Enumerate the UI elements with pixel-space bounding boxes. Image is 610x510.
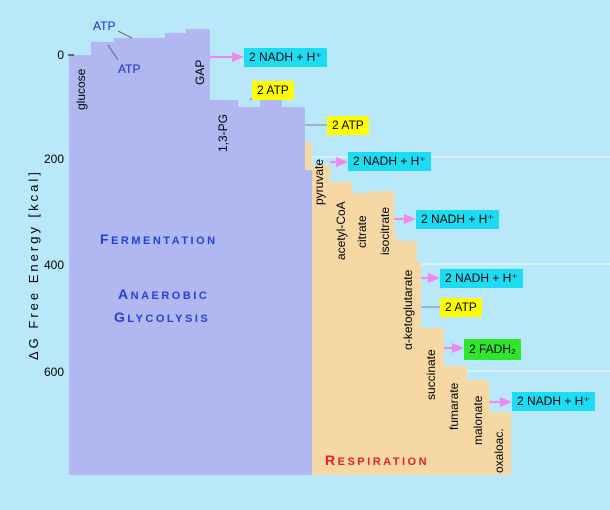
- tick-0: 0: [57, 48, 64, 62]
- step-akg: α-ketoglutarate: [401, 269, 415, 350]
- step-gap: GAP: [193, 60, 207, 85]
- anaerobic-label: ANAEROBIC: [118, 286, 210, 302]
- glycolysis-label: GLYCOLYSIS: [114, 309, 211, 325]
- step-glucose: glucose: [74, 68, 88, 110]
- tick-600: 600: [44, 365, 64, 379]
- nadh-box-1: 2 NADH + H⁺: [244, 48, 327, 67]
- step-malonate: malonate: [471, 395, 485, 445]
- glycolysis-region: [69, 29, 312, 475]
- nadh-box-5: 2 NADH + H⁺: [512, 392, 595, 411]
- tick-400: 400: [44, 258, 64, 272]
- step-oxaloac: oxaloac.: [492, 428, 506, 473]
- step-citrate: citrate: [355, 215, 369, 248]
- atp-box-1: 2 ATP: [252, 81, 294, 100]
- atp-box-3: 2 ATP: [440, 298, 482, 317]
- respiration-region: [305, 142, 511, 475]
- atp-label-lower: ATP: [118, 62, 140, 76]
- fermentation-label: FERMENTATION: [100, 231, 218, 247]
- step-acetyl-coa: acetyl-CoA: [334, 201, 348, 260]
- step-isocitrate: isocitrate: [378, 207, 392, 255]
- nadh-box-4: 2 NADH + H⁺: [440, 269, 523, 288]
- atp-box-2: 2 ATP: [327, 116, 369, 135]
- step-pyruvate: pyruvate: [312, 159, 326, 205]
- nadh-box-2: 2 NADH + H⁺: [348, 152, 431, 171]
- nadh-box-3: 2 NADH + H⁺: [416, 210, 499, 229]
- step-succinate: succinate: [424, 349, 438, 400]
- fadh2-box: 2 FADH₂: [464, 339, 521, 360]
- respiration-label: RESPIRATION: [325, 452, 430, 468]
- atp-pointers: [107, 30, 133, 61]
- product-arrows: [210, 52, 512, 407]
- step-13pg: 1,3-PG: [216, 114, 230, 152]
- atp-label-upper: ATP: [93, 19, 115, 33]
- step-fumarate: fumarate: [447, 382, 461, 430]
- tick-200: 200: [44, 152, 64, 166]
- y-axis-label: ΔG Free Energy [kcal]: [26, 169, 41, 360]
